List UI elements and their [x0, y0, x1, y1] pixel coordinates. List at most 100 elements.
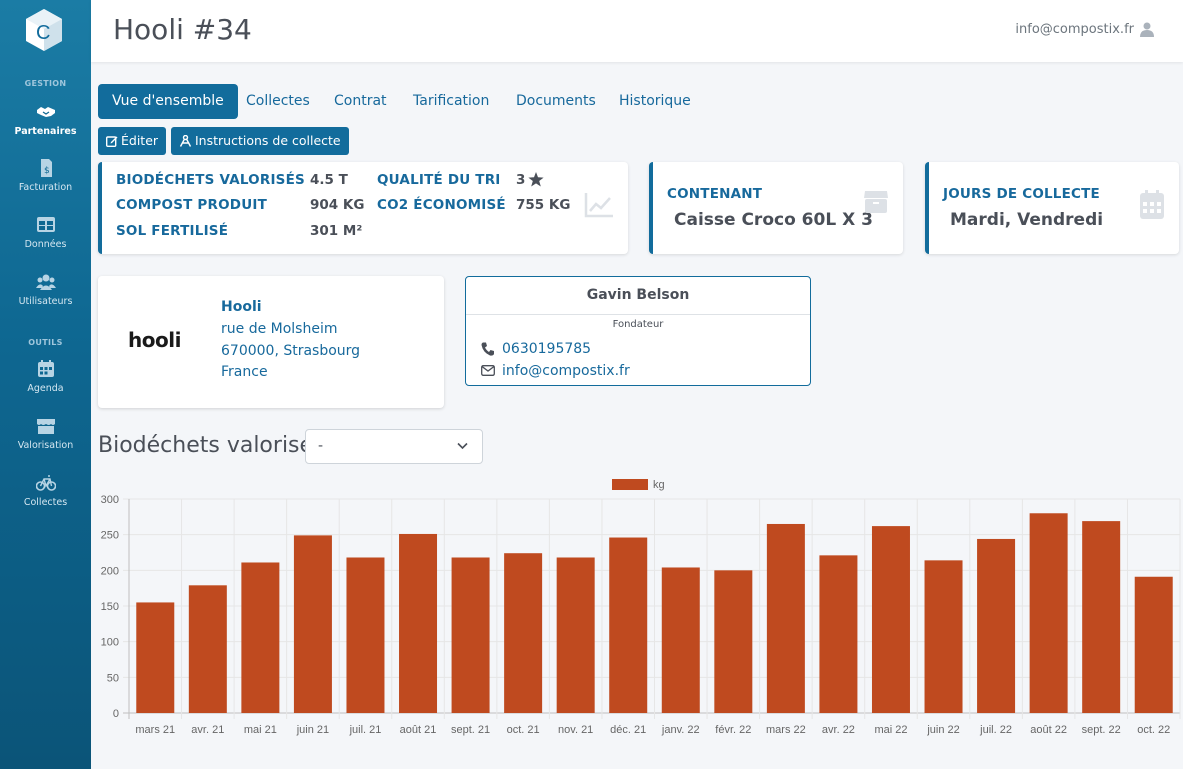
bar[interactable]: [661, 567, 700, 713]
x-tick-label: avr. 22: [822, 724, 855, 736]
bar[interactable]: [714, 570, 753, 713]
bar[interactable]: [871, 526, 910, 713]
bar[interactable]: [609, 537, 648, 713]
edit-button[interactable]: Éditer: [98, 127, 167, 155]
sidebar-item-valorisation[interactable]: Valorisation: [0, 417, 91, 451]
partner-logo: hooli: [128, 328, 181, 352]
contact-card: Gavin Belson Fondateur 0630195785 info@c…: [465, 276, 811, 386]
biowaste-bar-chart: mars 21 avr. 21 mai 21 juin 21 juil. 21 août …: [101, 479, 1181, 736]
legend-label: kg: [653, 479, 665, 491]
container-card: CONTENANT Caisse Croco 60L X 3: [649, 162, 903, 254]
edit-icon: [105, 136, 118, 148]
bar[interactable]: [241, 562, 280, 713]
x-tick-label: oct. 22: [1137, 724, 1170, 736]
stat-label: COMPOST PRODUIT: [116, 197, 267, 213]
stat-value: 4.5 T: [310, 172, 348, 188]
sidebar-item-label: Agenda: [27, 383, 64, 394]
x-tick-label: déc. 21: [610, 724, 646, 736]
box-icon: [864, 191, 888, 213]
sidebar-item-label: Collectes: [23, 497, 68, 508]
x-tick-label: mai 21: [244, 724, 277, 736]
partner-street: rue de Molsheim: [221, 321, 338, 337]
top-header: Hooli #34 info@compostix.fr: [91, 0, 1183, 62]
y-tick-label: 50: [107, 672, 119, 684]
star-icon: [528, 172, 544, 187]
bar[interactable]: [766, 523, 805, 713]
user-email[interactable]: info@compostix.fr: [1015, 22, 1134, 37]
collection-days-card: JOURS DE COLLECTE Mardi, Vendredi: [925, 162, 1179, 254]
y-tick-label: 150: [101, 601, 119, 613]
bar[interactable]: [136, 602, 175, 713]
table-icon: [36, 217, 55, 232]
partner-country: France: [221, 364, 268, 380]
sidebar-item-facturation[interactable]: $ Facturation: [0, 159, 91, 193]
stat-label: CO2 ÉCONOMISÉ: [377, 197, 506, 213]
partner-card: hooli Hooli rue de Molsheim 670000, Stra…: [98, 276, 444, 408]
phone-icon: [481, 342, 494, 356]
logo-letter: C: [36, 22, 50, 44]
y-tick-label: 250: [101, 530, 119, 542]
sidebar-item-collectes[interactable]: Collectes: [0, 474, 91, 508]
sidebar-item-partenaires[interactable]: Partenaires: [0, 103, 91, 137]
bar[interactable]: [451, 557, 490, 713]
compostix-logo[interactable]: C: [24, 8, 64, 52]
bar[interactable]: [556, 557, 595, 713]
collection-instructions-button[interactable]: Instructions de collecte: [171, 127, 349, 155]
invoice-icon: $: [40, 159, 52, 177]
bar[interactable]: [399, 533, 438, 713]
sidebar-item-agenda[interactable]: Agenda: [0, 360, 91, 394]
stat-value: 301 M²: [310, 223, 363, 239]
bar[interactable]: [1029, 513, 1068, 713]
y-tick-label: 100: [101, 637, 119, 649]
section-gestion: GESTION: [24, 79, 67, 88]
bar[interactable]: [1082, 521, 1121, 713]
stat-value: 3: [516, 172, 526, 188]
section-title: Biodéchets valorisés: [98, 433, 325, 458]
sidebar: C GESTION Partenaires $ Facturation Donn…: [0, 0, 91, 769]
x-tick-label: févr. 22: [715, 724, 751, 736]
bar[interactable]: [977, 538, 1016, 713]
sidebar-item-donnees[interactable]: Données: [0, 216, 91, 250]
bar[interactable]: [1134, 576, 1173, 713]
period-select[interactable]: -: [305, 429, 483, 464]
sidebar-item-label: Utilisateurs: [18, 296, 73, 307]
stat-label: SOL FERTILISÉ: [116, 223, 229, 239]
partner-name[interactable]: Hooli: [221, 299, 262, 315]
bar[interactable]: [504, 553, 543, 713]
bar[interactable]: [293, 535, 332, 713]
user-icon[interactable]: [1140, 22, 1154, 37]
chart-line-icon: [584, 193, 613, 218]
y-tick-label: 0: [113, 708, 119, 720]
x-tick-label: sept. 21: [451, 724, 490, 736]
contact-name: Gavin Belson: [586, 287, 690, 303]
bar[interactable]: [188, 585, 227, 713]
sidebar-item-utilisateurs[interactable]: Utilisateurs: [0, 273, 91, 307]
calendar-icon: [37, 360, 54, 377]
bar[interactable]: [346, 557, 385, 713]
tab-documents[interactable]: Documents: [516, 93, 596, 109]
svg-text:$: $: [44, 166, 50, 176]
x-tick-label: janv. 22: [661, 724, 700, 736]
tab-collectes[interactable]: Collectes: [246, 93, 310, 109]
page-title: Hooli #34: [113, 13, 252, 46]
contact-email[interactable]: info@compostix.fr: [502, 363, 630, 379]
tab-contrat[interactable]: Contrat: [334, 93, 387, 109]
bar[interactable]: [924, 560, 963, 713]
contact-role: Fondateur: [612, 319, 664, 330]
container-value: Caisse Croco 60L X 3: [674, 210, 873, 230]
contact-phone[interactable]: 0630195785: [502, 341, 592, 357]
collection-days-value: Mardi, Vendredi: [950, 210, 1104, 230]
x-tick-label: sept. 22: [1082, 724, 1121, 736]
users-icon: [35, 274, 56, 290]
compass-icon: [179, 134, 192, 147]
tab-vue-ensemble[interactable]: Vue d'ensemble: [98, 84, 238, 119]
period-select-value: -: [318, 438, 324, 454]
stat-value: 755 KG: [516, 197, 571, 213]
tab-tarification[interactable]: Tarification: [413, 93, 490, 109]
stat-label: BIODÉCHETS VALORISÉS: [116, 172, 305, 188]
sidebar-item-label: Partenaires: [14, 126, 77, 137]
edit-button-label: Éditer: [121, 133, 159, 148]
x-tick-label: juin 22: [926, 724, 959, 736]
tab-historique[interactable]: Historique: [619, 93, 691, 109]
bar[interactable]: [819, 555, 858, 713]
